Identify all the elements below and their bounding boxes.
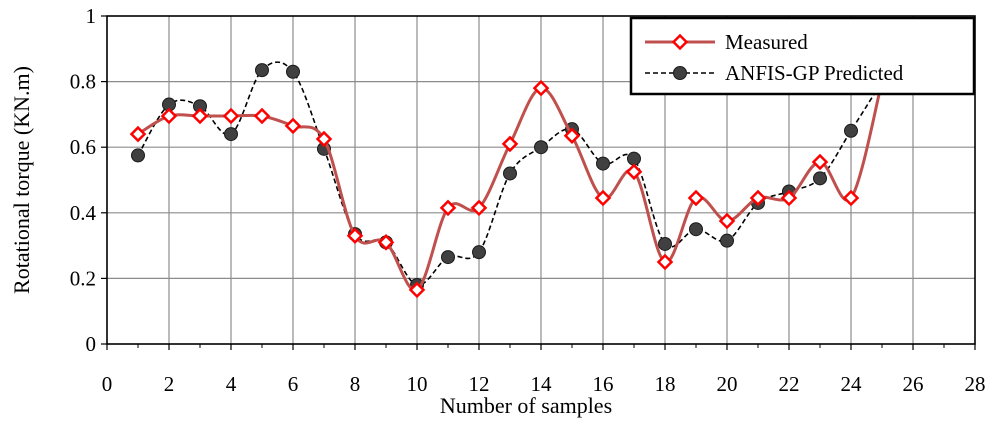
legend-item-measured: Measured (645, 30, 808, 54)
measured-marker (315, 130, 333, 148)
measured-marker (253, 107, 271, 125)
measured-marker (811, 153, 829, 171)
legend-measured-marker (671, 33, 689, 51)
legend-item-predicted: ANFIS-GP Predicted (645, 61, 904, 85)
x-tick-label: 8 (350, 372, 361, 396)
measured-marker (160, 107, 178, 125)
measured-marker (749, 189, 767, 207)
measured-marker (563, 127, 581, 144)
x-tick-label: 20 (717, 372, 738, 396)
measured-marker (780, 189, 798, 207)
x-tick-label: 26 (903, 372, 924, 396)
predicted-marker (534, 140, 548, 155)
measured-marker (501, 135, 519, 153)
x-tick-label: 10 (407, 372, 428, 396)
x-tick-label: 18 (655, 372, 676, 396)
y-tick-label: 0.6 (70, 135, 96, 159)
measured-marker (718, 212, 736, 230)
x-tick-label: 2 (164, 372, 175, 396)
x-tick-label: 16 (593, 372, 614, 396)
predicted-marker (255, 63, 269, 78)
predicted-marker (658, 236, 672, 251)
measured-marker (594, 189, 612, 207)
y-tick-label: 1 (86, 4, 97, 28)
measured-marker (656, 253, 674, 271)
legend-predicted-marker (673, 66, 687, 80)
x-tick-label: 22 (779, 372, 800, 396)
y-tick-label: 0.8 (70, 70, 96, 94)
x-tick-label: 28 (965, 372, 986, 396)
y-tick-label: 0.2 (70, 266, 96, 290)
series-measured (129, 79, 884, 299)
legend-label: Measured (725, 30, 808, 54)
predicted-marker (844, 123, 858, 138)
measured-marker (687, 189, 705, 207)
x-tick-label: 24 (841, 372, 863, 396)
predicted-marker (627, 151, 641, 166)
measured-marker (129, 125, 147, 143)
series-layer (129, 61, 884, 299)
measured-marker (222, 107, 240, 125)
x-tick-label: 14 (531, 372, 553, 396)
x-tick-label: 12 (469, 372, 490, 396)
predicted-marker (596, 156, 610, 171)
predicted-marker (224, 127, 238, 142)
x-tick-label: 0 (102, 372, 113, 396)
measured-marker (532, 79, 550, 97)
measured-marker (377, 234, 395, 251)
x-tick-label: 6 (288, 372, 299, 396)
predicted-marker (441, 250, 455, 265)
measured-marker (625, 163, 643, 181)
x-axis-title: Number of samples (440, 393, 612, 418)
y-tick-label: 0.4 (70, 201, 97, 225)
measured-marker (408, 281, 426, 299)
predicted-marker (286, 64, 300, 79)
legend-box (629, 16, 976, 96)
measured-marker (284, 117, 302, 135)
measured-marker (842, 189, 860, 207)
predicted-marker (472, 245, 486, 260)
predicted-marker (813, 171, 827, 186)
predicted-marker (689, 222, 703, 237)
predicted-marker (720, 233, 734, 248)
measured-marker (470, 199, 488, 217)
measured-marker (191, 107, 209, 125)
measured-marker (439, 199, 457, 217)
predicted-marker (503, 166, 517, 181)
y-tick-label: 0 (86, 332, 97, 356)
y-axis-title: Rotational torque (KN.m) (9, 66, 34, 294)
measured-marker (346, 227, 364, 245)
x-tick-label: 4 (226, 372, 237, 396)
legend: Measured ANFIS-GP Predicted (629, 16, 976, 96)
predicted-marker (131, 148, 145, 163)
legend-label: ANFIS-GP Predicted (725, 61, 904, 85)
